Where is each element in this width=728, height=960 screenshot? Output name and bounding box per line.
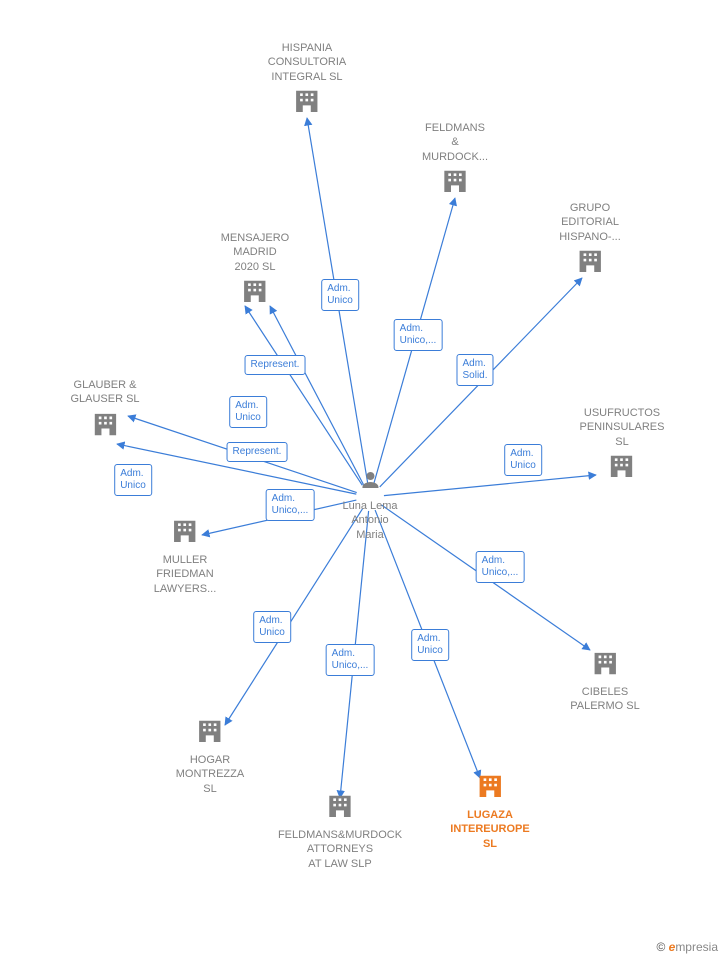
edge-label: Adm.Unico: [114, 464, 152, 496]
edge-label: Represent.: [245, 355, 306, 375]
person-icon: [358, 468, 382, 492]
company-label: CIBELES PALERMO SL: [570, 685, 640, 714]
building-icon: [439, 164, 471, 196]
edge-label: Adm.Unico: [321, 279, 359, 311]
company-label: MENSAJERO MADRID 2020 SL: [221, 231, 289, 274]
company-node[interactable]: LUGAZA INTEREUROPE SL: [450, 769, 529, 851]
company-label: GRUPO EDITORIAL HISPANO-...: [559, 201, 621, 244]
company-node[interactable]: GRUPO EDITORIAL HISPANO-...: [559, 199, 621, 281]
company-label: MULLER FRIEDMAN LAWYERS...: [154, 553, 217, 596]
building-icon: [291, 84, 323, 116]
edge-line: [384, 475, 596, 496]
edge-label: Adm.Unico,...: [394, 319, 443, 351]
edge-label: Adm.Unico: [504, 444, 542, 476]
building-icon: [589, 646, 621, 678]
brand-rest: mpresia: [675, 940, 718, 954]
edge-label: Adm.Unico: [411, 629, 449, 661]
company-node[interactable]: FELDMANS&MURDOCK ATTORNEYS AT LAW SLP: [278, 789, 402, 871]
building-icon: [574, 244, 606, 276]
building-icon: [474, 769, 506, 801]
building-icon: [89, 407, 121, 439]
company-label: GLAUBER & GLAUSER SL: [70, 378, 139, 407]
building-icon: [194, 714, 226, 746]
company-label: HISPANIA CONSULTORIA INTEGRAL SL: [268, 41, 346, 84]
company-node[interactable]: USUFRUCTOS PENINSULARES SL: [580, 404, 665, 486]
center-label: Luna Lema Antonio Maria: [342, 499, 397, 542]
company-node[interactable]: CIBELES PALERMO SL: [570, 646, 640, 714]
edge-label: Adm.Unico,...: [326, 644, 375, 676]
footer-credit: © empresia: [656, 940, 718, 954]
edge-label: Adm.Unico: [253, 611, 291, 643]
company-label: HOGAR MONTREZZA SL: [176, 753, 244, 796]
edge-label: Represent.: [227, 442, 288, 462]
building-icon: [324, 789, 356, 821]
company-node[interactable]: MENSAJERO MADRID 2020 SL: [221, 229, 289, 311]
building-icon: [169, 514, 201, 546]
company-node[interactable]: MULLER FRIEDMAN LAWYERS...: [154, 514, 217, 596]
company-label: USUFRUCTOS PENINSULARES SL: [580, 406, 665, 449]
copyright-symbol: ©: [656, 940, 665, 954]
network-diagram: Luna Lema Antonio Maria HISPANIA CONSULTO…: [0, 0, 728, 960]
company-node[interactable]: FELDMANS & MURDOCK...: [422, 119, 488, 201]
company-node[interactable]: HISPANIA CONSULTORIA INTEGRAL SL: [268, 39, 346, 121]
company-node[interactable]: GLAUBER & GLAUSER SL: [70, 376, 139, 444]
edge-label: Adm.Unico,...: [476, 551, 525, 583]
company-label: LUGAZA INTEREUROPE SL: [450, 808, 529, 851]
edge-label: Adm.Unico: [229, 396, 267, 428]
edge-label: Adm.Unico,...: [266, 489, 315, 521]
company-node[interactable]: HOGAR MONTREZZA SL: [176, 714, 244, 796]
center-person-node[interactable]: Luna Lema Antonio Maria: [342, 468, 397, 542]
edge-label: Adm.Solid.: [456, 354, 493, 386]
company-label: FELDMANS&MURDOCK ATTORNEYS AT LAW SLP: [278, 828, 402, 871]
building-icon: [606, 449, 638, 481]
company-label: FELDMANS & MURDOCK...: [422, 121, 488, 164]
building-icon: [239, 274, 271, 306]
